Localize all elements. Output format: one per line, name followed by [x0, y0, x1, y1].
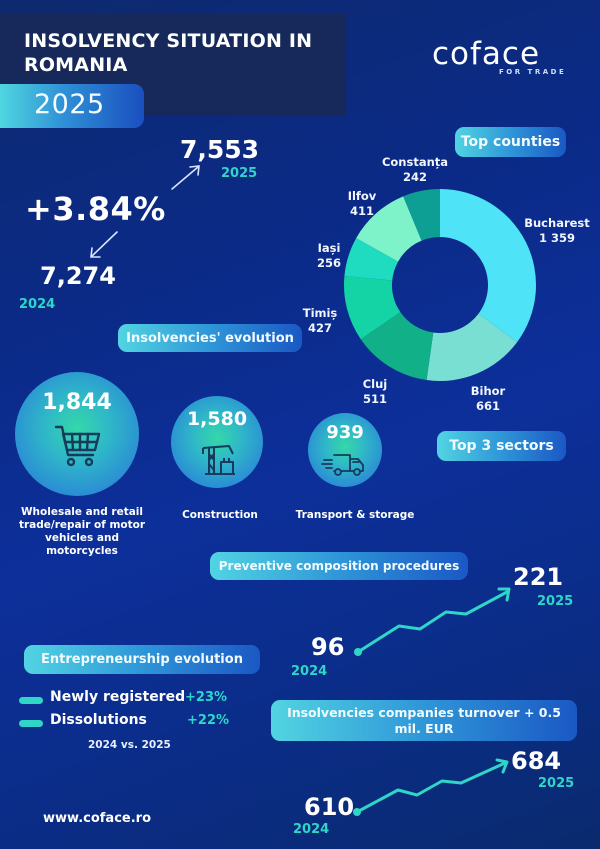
insolvencies-change: +3.84%	[25, 190, 166, 228]
preventive-2024-year: 2024	[291, 664, 328, 679]
logo-tagline: FOR TRADE	[499, 68, 567, 76]
insolvencies-evolution-label: Insolvencies' evolution	[118, 324, 302, 352]
turnover-label: Insolvencies companies turnover + 0.5 mi…	[271, 700, 577, 741]
county-label-timis: Timiș 427	[302, 306, 338, 335]
entrepreneurship-label: Entrepreneurship evolution	[24, 645, 260, 674]
newly-registered-label: Newly registered	[50, 689, 186, 705]
county-label-bucharest: Bucharest 1 359	[524, 216, 590, 245]
donut-segment-bucharest	[440, 189, 536, 343]
dissolutions-marker	[19, 720, 43, 727]
county-label-bihor: Bihor 661	[470, 384, 506, 413]
sector-circle-wholesale: 1,844	[15, 372, 139, 496]
sector-label-wholesale: Wholesale and retail trade/repair of mot…	[18, 506, 146, 557]
top-counties-label: Top counties	[455, 127, 566, 157]
page-title: INSOLVENCY SITUATION IN ROMANIA	[24, 30, 313, 76]
preventive-2025-value: 221	[513, 563, 564, 591]
newly-registered-value: +23%	[185, 690, 228, 705]
website-link[interactable]: www.coface.ro	[43, 811, 152, 826]
donut-segment-constanța	[403, 189, 440, 241]
insolvencies-2024-year: 2024	[19, 297, 56, 312]
year-badge	[0, 84, 144, 128]
coface-logo: coface	[432, 36, 541, 72]
preventive-2024-value: 96	[311, 633, 345, 661]
donut-segment-timiș	[344, 276, 401, 340]
county-label-iasi: Iași 256	[316, 241, 341, 270]
sector-label-transport: Transport & storage	[295, 509, 415, 521]
county-label-ilfov: Ilfov 411	[347, 189, 377, 218]
donut-segment-cluj	[360, 312, 434, 381]
sector-label-construction: Construction	[182, 509, 258, 521]
donut-segment-ilfov	[356, 196, 422, 262]
entrepreneurship-period: 2024 vs. 2025	[88, 739, 171, 751]
insolvencies-2025-year: 2025	[221, 166, 258, 181]
top-sectors-label: Top 3 sectors	[437, 431, 566, 461]
preventive-2025-year: 2025	[537, 594, 574, 609]
year-badge-text: 2025	[34, 89, 105, 120]
turnover-2025-year: 2025	[538, 776, 575, 791]
dissolutions-value: +22%	[187, 713, 230, 728]
county-label-cluj: Cluj 511	[362, 377, 388, 406]
insolvencies-2025-value: 7,553	[180, 135, 260, 164]
dissolutions-label: Dissolutions	[50, 712, 147, 728]
turnover-2024-value: 610	[304, 793, 355, 821]
turnover-2025-value: 684	[511, 747, 562, 775]
top-counties-donut-chart	[344, 189, 536, 381]
sector-value: 939	[326, 422, 364, 443]
crane-icon	[202, 445, 235, 475]
shopping-cart-icon	[54, 425, 101, 467]
donut-segment-iași	[344, 238, 399, 281]
newly-registered-marker	[19, 697, 43, 704]
preventive-label: Preventive composition procedures	[210, 552, 468, 580]
donut-segment-bihor	[426, 313, 518, 381]
turnover-2024-year: 2024	[293, 822, 330, 837]
sector-value: 1,844	[42, 390, 112, 415]
insolvencies-2024-value: 7,274	[40, 262, 116, 290]
sector-circle-transport: 939	[308, 413, 382, 487]
sector-value: 1,580	[186, 408, 248, 430]
county-label-constanta: Constanța 242	[381, 155, 449, 184]
delivery-truck-icon	[321, 454, 364, 476]
sector-circle-construction: 1,580	[171, 396, 263, 488]
